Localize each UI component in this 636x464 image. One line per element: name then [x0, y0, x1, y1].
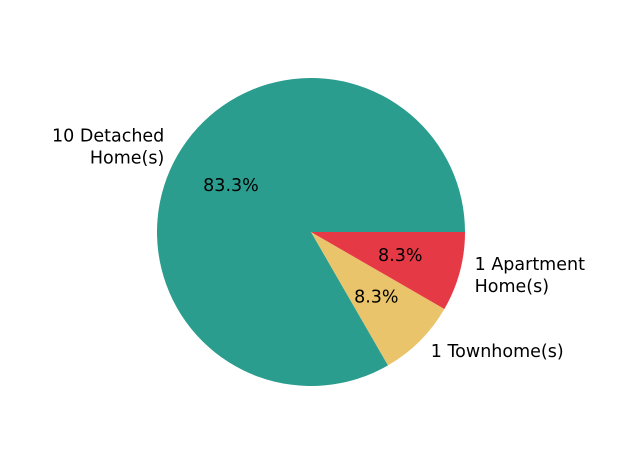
pie-category-label-1: 1 Townhome(s)	[431, 342, 564, 362]
pie-category-label-0: 10 Detached Home(s)	[52, 126, 164, 168]
pie-labels: 83.3%10 Detached Home(s)8.3%1 Townhome(s)…	[52, 126, 585, 361]
pie-slice-1	[311, 232, 445, 366]
pie-category-label-line: 10 Detached	[52, 126, 164, 146]
pie-percent-label-1: 8.3%	[354, 287, 398, 307]
pie-category-label-line: 1 Apartment	[475, 255, 585, 275]
pie-percent-label-2: 8.3%	[378, 246, 422, 266]
pie-slices	[157, 78, 465, 387]
pie-slice-2	[311, 232, 465, 309]
pie-category-label-line: 1 Townhome(s)	[431, 342, 564, 362]
pie-slice-0	[157, 78, 465, 387]
pie-category-label-line: Home(s)	[90, 148, 164, 168]
pie-category-label-2: 1 Apartment Home(s)	[475, 255, 585, 297]
pie-category-label-line: Home(s)	[475, 277, 549, 297]
pie-percent-label-0: 83.3%	[203, 176, 259, 196]
